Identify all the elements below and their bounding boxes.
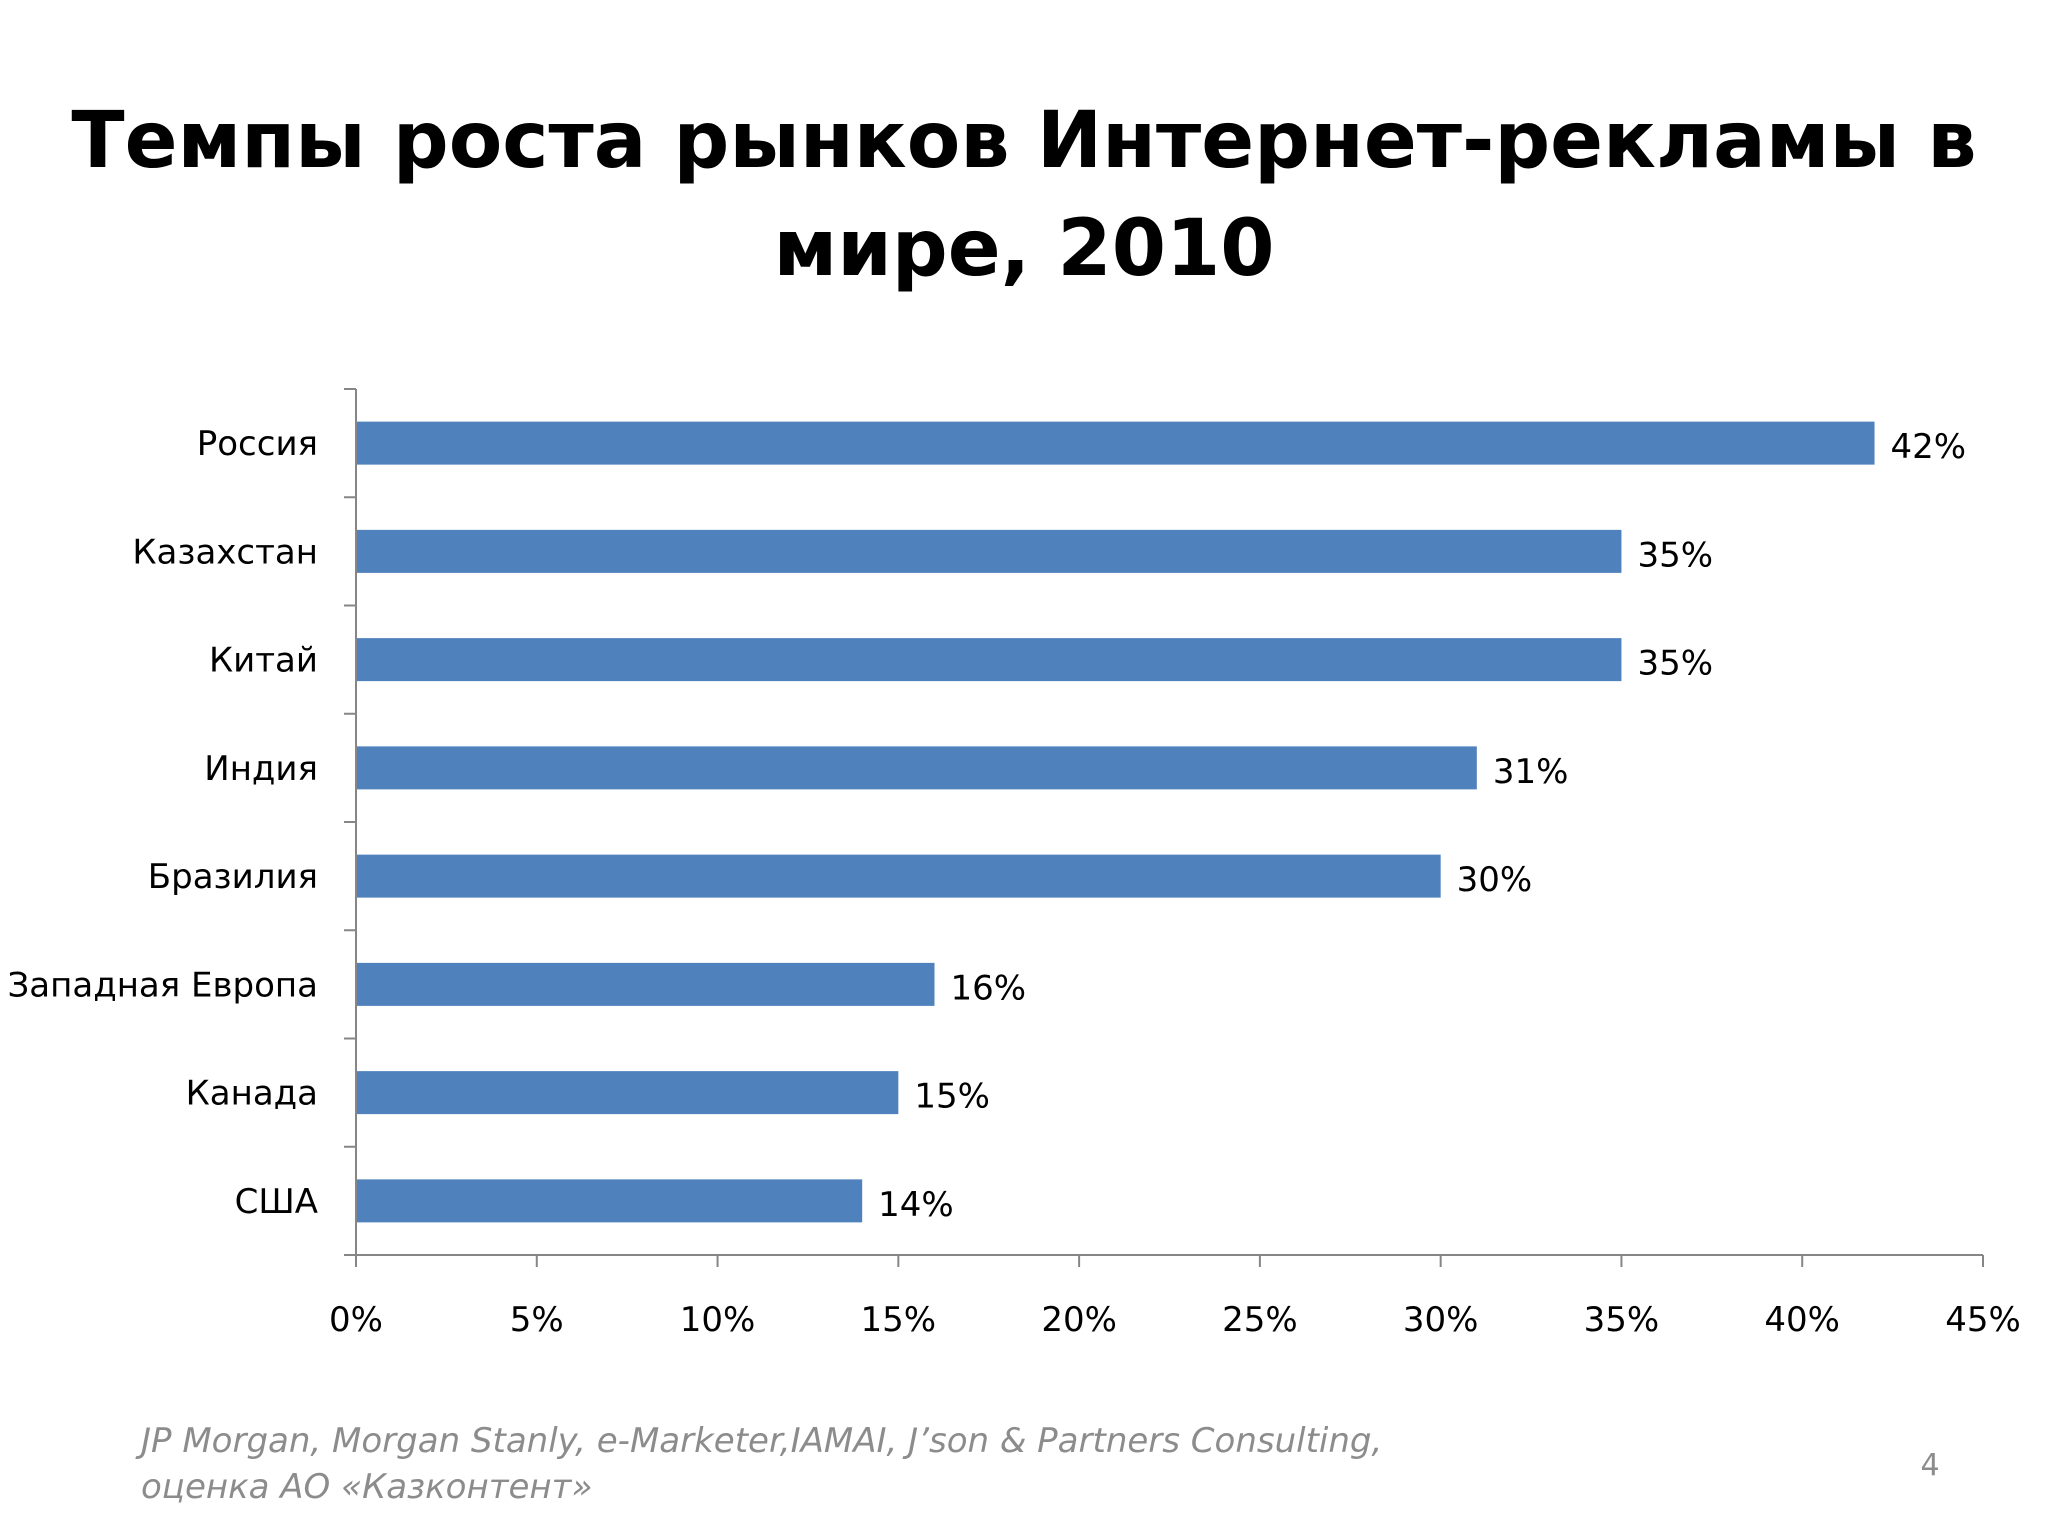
category-label: Западная Европа [8,965,319,1005]
bar [356,529,1622,573]
data-label: 16% [950,968,1026,1008]
bar [356,638,1622,682]
bar [356,1179,863,1223]
category-label: Россия [197,424,318,464]
data-label: 14% [878,1185,954,1225]
bar [356,746,1477,790]
x-tick-label: 0% [329,1300,383,1340]
x-tick-label: 5% [510,1300,564,1340]
x-tick-label: 15% [861,1300,937,1340]
bar [356,854,1441,898]
category-label: Индия [204,749,318,789]
x-tick-label: 25% [1222,1300,1298,1340]
source-note: JP Morgan, Morgan Stanly, e-Marketer,IAM… [141,1418,1541,1510]
category-label: Китай [209,641,318,681]
data-label: 15% [914,1077,990,1117]
data-label: 35% [1637,535,1713,575]
source-line-2: оценка АО «Казконтент» [141,1467,593,1507]
slide-title-line-2: мире, 2010 [773,204,1275,294]
data-label: 31% [1493,752,1569,792]
slide-title-line-1: Темпы роста рынков Интернет-рекламы в [71,96,1977,186]
page-number: 4 [1920,1448,1940,1483]
bar [356,421,1875,465]
data-label: 42% [1891,427,1967,467]
data-label: 35% [1637,644,1713,684]
category-label: Казахстан [132,532,318,572]
x-tick-label: 40% [1764,1300,1840,1340]
x-tick-label: 10% [680,1300,756,1340]
category-label: Канада [186,1074,318,1114]
data-label: 30% [1457,860,1533,900]
x-tick-label: 30% [1403,1300,1479,1340]
bar [356,962,935,1006]
category-label: США [235,1182,318,1222]
source-line-1: JP Morgan, Morgan Stanly, e-Marketer,IAM… [141,1421,1383,1461]
x-tick-label: 35% [1584,1300,1660,1340]
bar [356,1071,899,1115]
x-tick-label: 20% [1041,1300,1117,1340]
category-label: Бразилия [148,857,318,897]
x-tick-label: 45% [1945,1300,2021,1340]
